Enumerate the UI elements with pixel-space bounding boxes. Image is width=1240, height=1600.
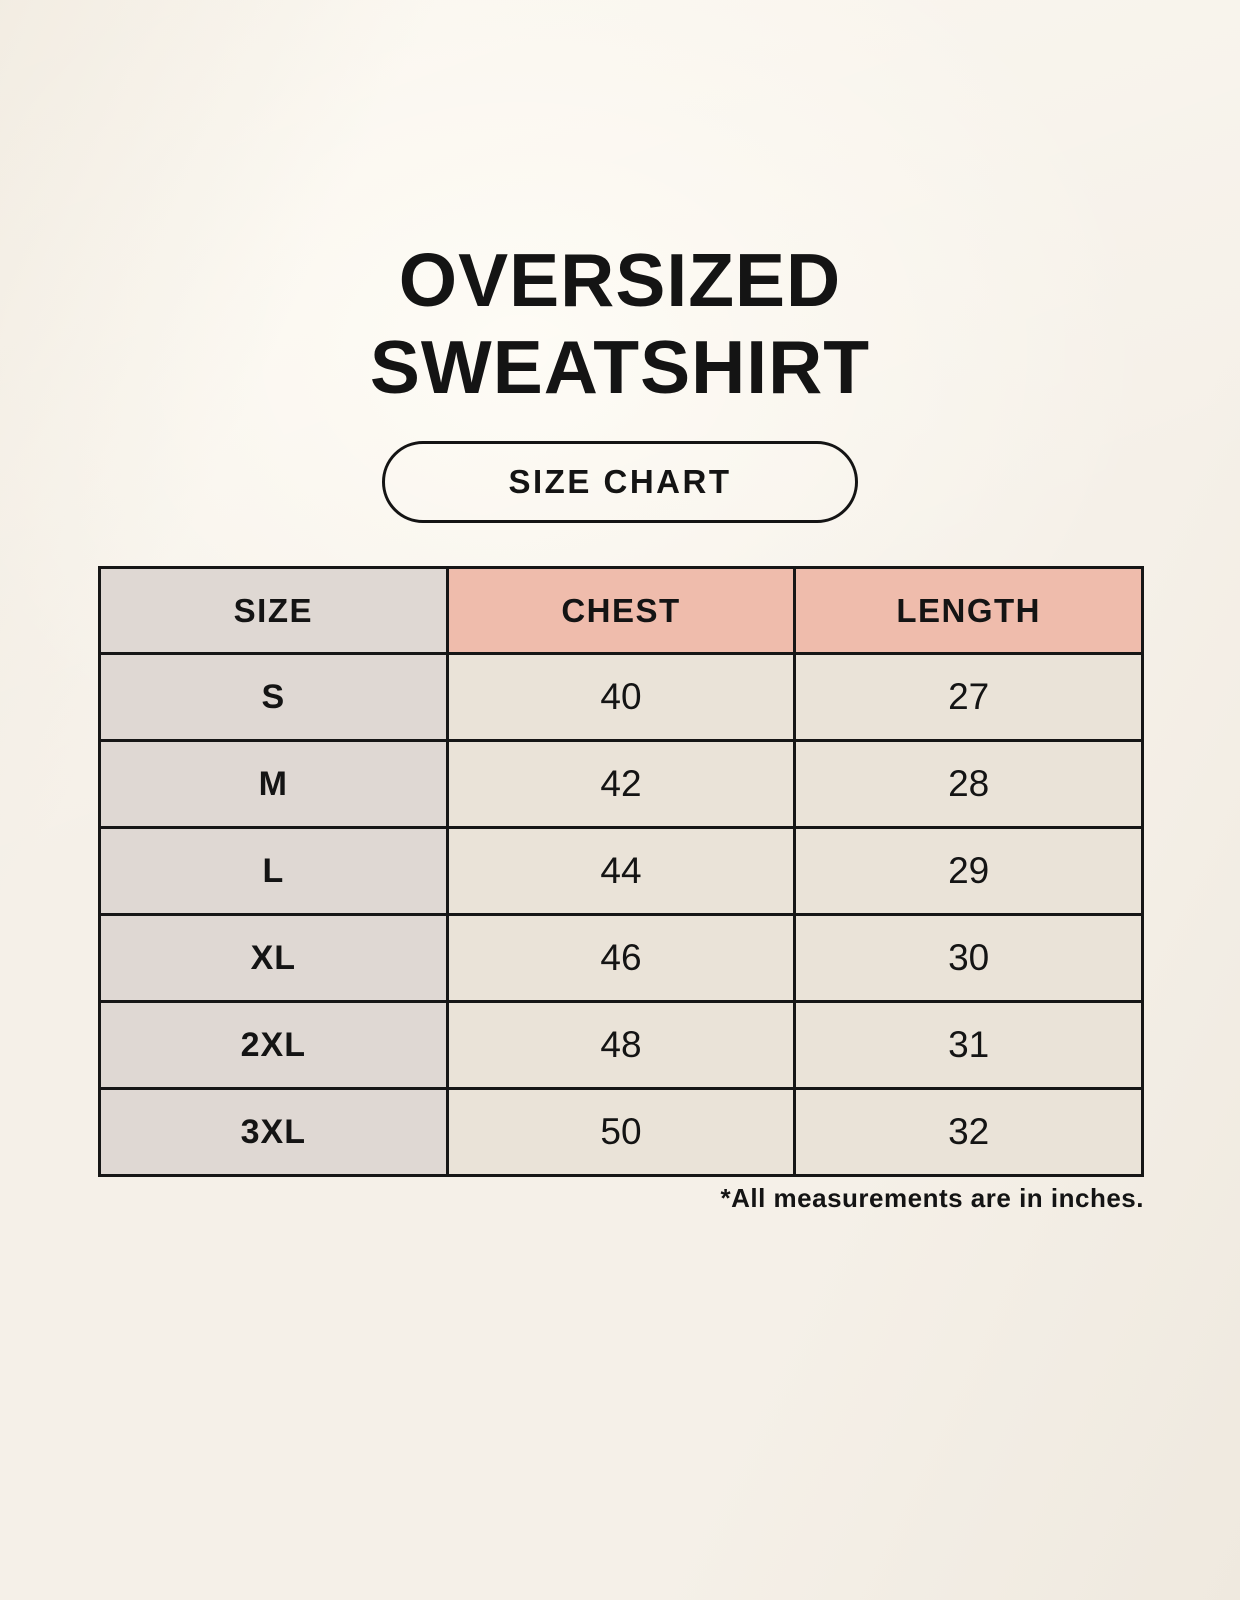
column-header-length: LENGTH bbox=[793, 566, 1144, 655]
column-header-size: SIZE bbox=[98, 566, 449, 655]
table-row: S 40 27 bbox=[98, 652, 1144, 742]
chest-cell: 46 bbox=[445, 913, 797, 1003]
measurements-footnote: *All measurements are in inches. bbox=[720, 1183, 1144, 1213]
chest-cell: 40 bbox=[445, 652, 797, 742]
length-cell: 32 bbox=[793, 1087, 1144, 1177]
table-row: 2XL 48 31 bbox=[98, 1000, 1144, 1090]
chest-cell: 42 bbox=[445, 739, 797, 829]
chest-cell: 44 bbox=[445, 826, 797, 916]
length-cell: 30 bbox=[793, 913, 1144, 1003]
size-cell: 2XL bbox=[98, 1000, 449, 1090]
size-cell: S bbox=[98, 652, 449, 742]
product-title-line2: SWEATSHIRT bbox=[369, 324, 871, 409]
table-row: M 42 28 bbox=[98, 739, 1144, 829]
column-header-chest: CHEST bbox=[445, 566, 797, 655]
size-cell: 3XL bbox=[98, 1087, 449, 1177]
table-row: XL 46 30 bbox=[98, 913, 1144, 1003]
table-row: L 44 29 bbox=[98, 826, 1144, 916]
product-title-line1: OVERSIZED bbox=[398, 238, 842, 322]
table-header-row: SIZE CHEST LENGTH bbox=[98, 566, 1144, 655]
size-chart-table-container: SIZE CHEST LENGTH S 40 27 M 42 28 L bbox=[98, 566, 1144, 1177]
length-cell: 27 bbox=[793, 652, 1144, 742]
product-title: OVERSIZED SWEATSHIRT bbox=[0, 237, 1240, 410]
size-cell: XL bbox=[98, 913, 449, 1003]
size-chart-badge-label: SIZE CHART bbox=[508, 463, 732, 500]
length-cell: 31 bbox=[793, 1000, 1144, 1090]
size-cell: M bbox=[98, 739, 449, 829]
table-row: 3XL 50 32 bbox=[98, 1087, 1144, 1177]
size-chart-table: SIZE CHEST LENGTH S 40 27 M 42 28 L bbox=[98, 566, 1144, 1177]
size-cell: L bbox=[98, 826, 449, 916]
length-cell: 29 bbox=[793, 826, 1144, 916]
chest-cell: 50 bbox=[445, 1087, 797, 1177]
length-cell: 28 bbox=[793, 739, 1144, 829]
size-chart-badge[interactable]: SIZE CHART bbox=[382, 441, 858, 523]
chest-cell: 48 bbox=[445, 1000, 797, 1090]
